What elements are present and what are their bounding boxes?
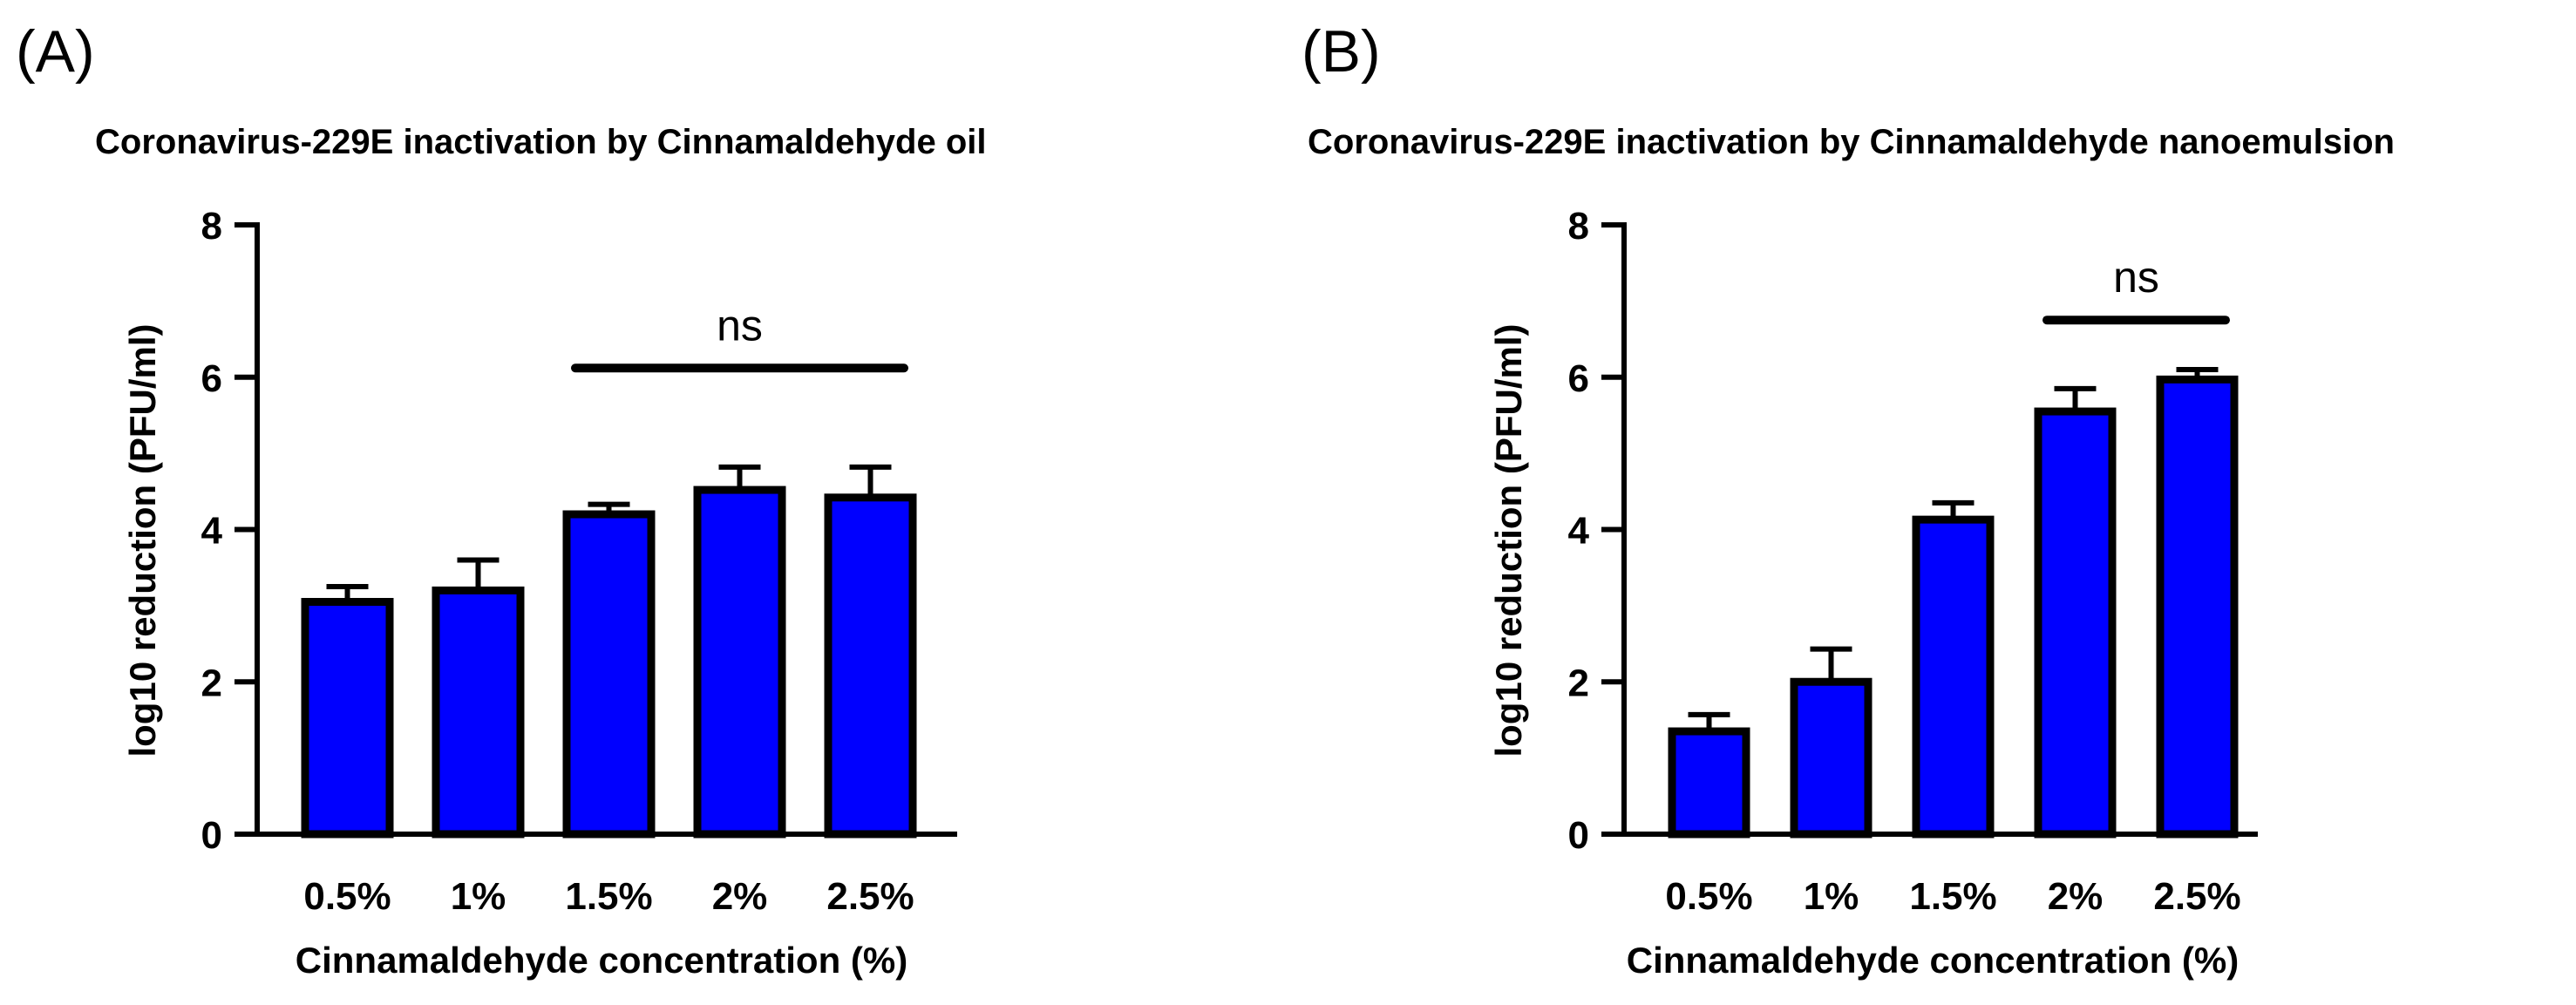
panel-a-plot-area: 0.5% 1% 1.5% 2% 2.5% 0 2 4 6 8 ns xyxy=(201,205,957,918)
panel-a-y-tick-label-2: 4 xyxy=(201,510,223,553)
panel-b-label: (B) xyxy=(1302,18,1381,85)
panel-b-bar-0 xyxy=(1668,727,1750,839)
panel-a-y-tick-label-4: 8 xyxy=(201,205,222,248)
panel-a-title: Coronavirus-229E inactivation by Cinnama… xyxy=(95,123,986,161)
panel-a-y-axis-label: log10 reduction (PFU/ml) xyxy=(122,323,163,757)
panel-b-x-tick-label-4: 2.5% xyxy=(2153,875,2240,918)
panel-b-significance-label: ns xyxy=(2113,253,2159,302)
panel-b: (B) Coronavirus-229E inactivation by Cin… xyxy=(1302,18,2395,981)
panel-b-plot-area: 0.5% 1% 1.5% 2% 2.5% 0 2 4 6 8 ns xyxy=(1568,205,2258,918)
panel-b-y-tick-label-1: 2 xyxy=(1568,662,1589,704)
panel-a: (A) Coronavirus-229E inactivation by Cin… xyxy=(16,18,986,981)
panel-a-y-tick-label-3: 6 xyxy=(201,357,222,400)
panel-a-x-tick-label-1: 1% xyxy=(451,875,506,918)
panel-b-x-tick-label-3: 2% xyxy=(2048,875,2104,918)
panel-a-bar-1 xyxy=(432,586,525,839)
panel-a-significance-label: ns xyxy=(717,301,763,350)
panel-b-bar-4 xyxy=(2156,375,2239,839)
panel-b-y-tick-label-3: 6 xyxy=(1568,357,1589,400)
panel-b-bar-2 xyxy=(1912,515,1995,839)
panel-a-bar-4 xyxy=(824,493,917,839)
panel-a-bar-3 xyxy=(693,486,786,839)
panel-b-bar-1 xyxy=(1790,677,1873,839)
panel-a-x-axis-label: Cinnamaldehyde concentration (%) xyxy=(296,940,907,981)
panel-a-x-tick-label-0: 0.5% xyxy=(303,875,391,918)
panel-a-x-tick-label-4: 2.5% xyxy=(826,875,914,918)
panel-a-label: (A) xyxy=(16,18,95,85)
panel-b-x-tick-label-1: 1% xyxy=(1804,875,1859,918)
panel-b-bar-3 xyxy=(2034,407,2117,839)
panel-b-x-tick-label-2: 1.5% xyxy=(1909,875,1996,918)
panel-b-y-axis-label: log10 reduction (PFU/ml) xyxy=(1488,323,1529,757)
panel-b-x-tick-label-0: 0.5% xyxy=(1665,875,1752,918)
panel-b-y-tick-label-0: 0 xyxy=(1568,814,1589,857)
panel-b-x-axis-label: Cinnamaldehyde concentration (%) xyxy=(1627,940,2239,981)
panel-a-x-tick-label-2: 1.5% xyxy=(565,875,652,918)
panel-b-y-tick-label-2: 4 xyxy=(1568,510,1590,553)
panel-b-y-tick-label-4: 8 xyxy=(1568,205,1589,248)
panel-a-bar-0 xyxy=(301,598,394,839)
panel-b-title: Coronavirus-229E inactivation by Cinnama… xyxy=(1308,123,2395,161)
panel-a-y-tick-label-1: 2 xyxy=(201,662,222,704)
panel-a-x-tick-label-3: 2% xyxy=(712,875,768,918)
panel-a-y-tick-label-0: 0 xyxy=(201,814,222,857)
panel-a-bar-2 xyxy=(562,510,656,839)
